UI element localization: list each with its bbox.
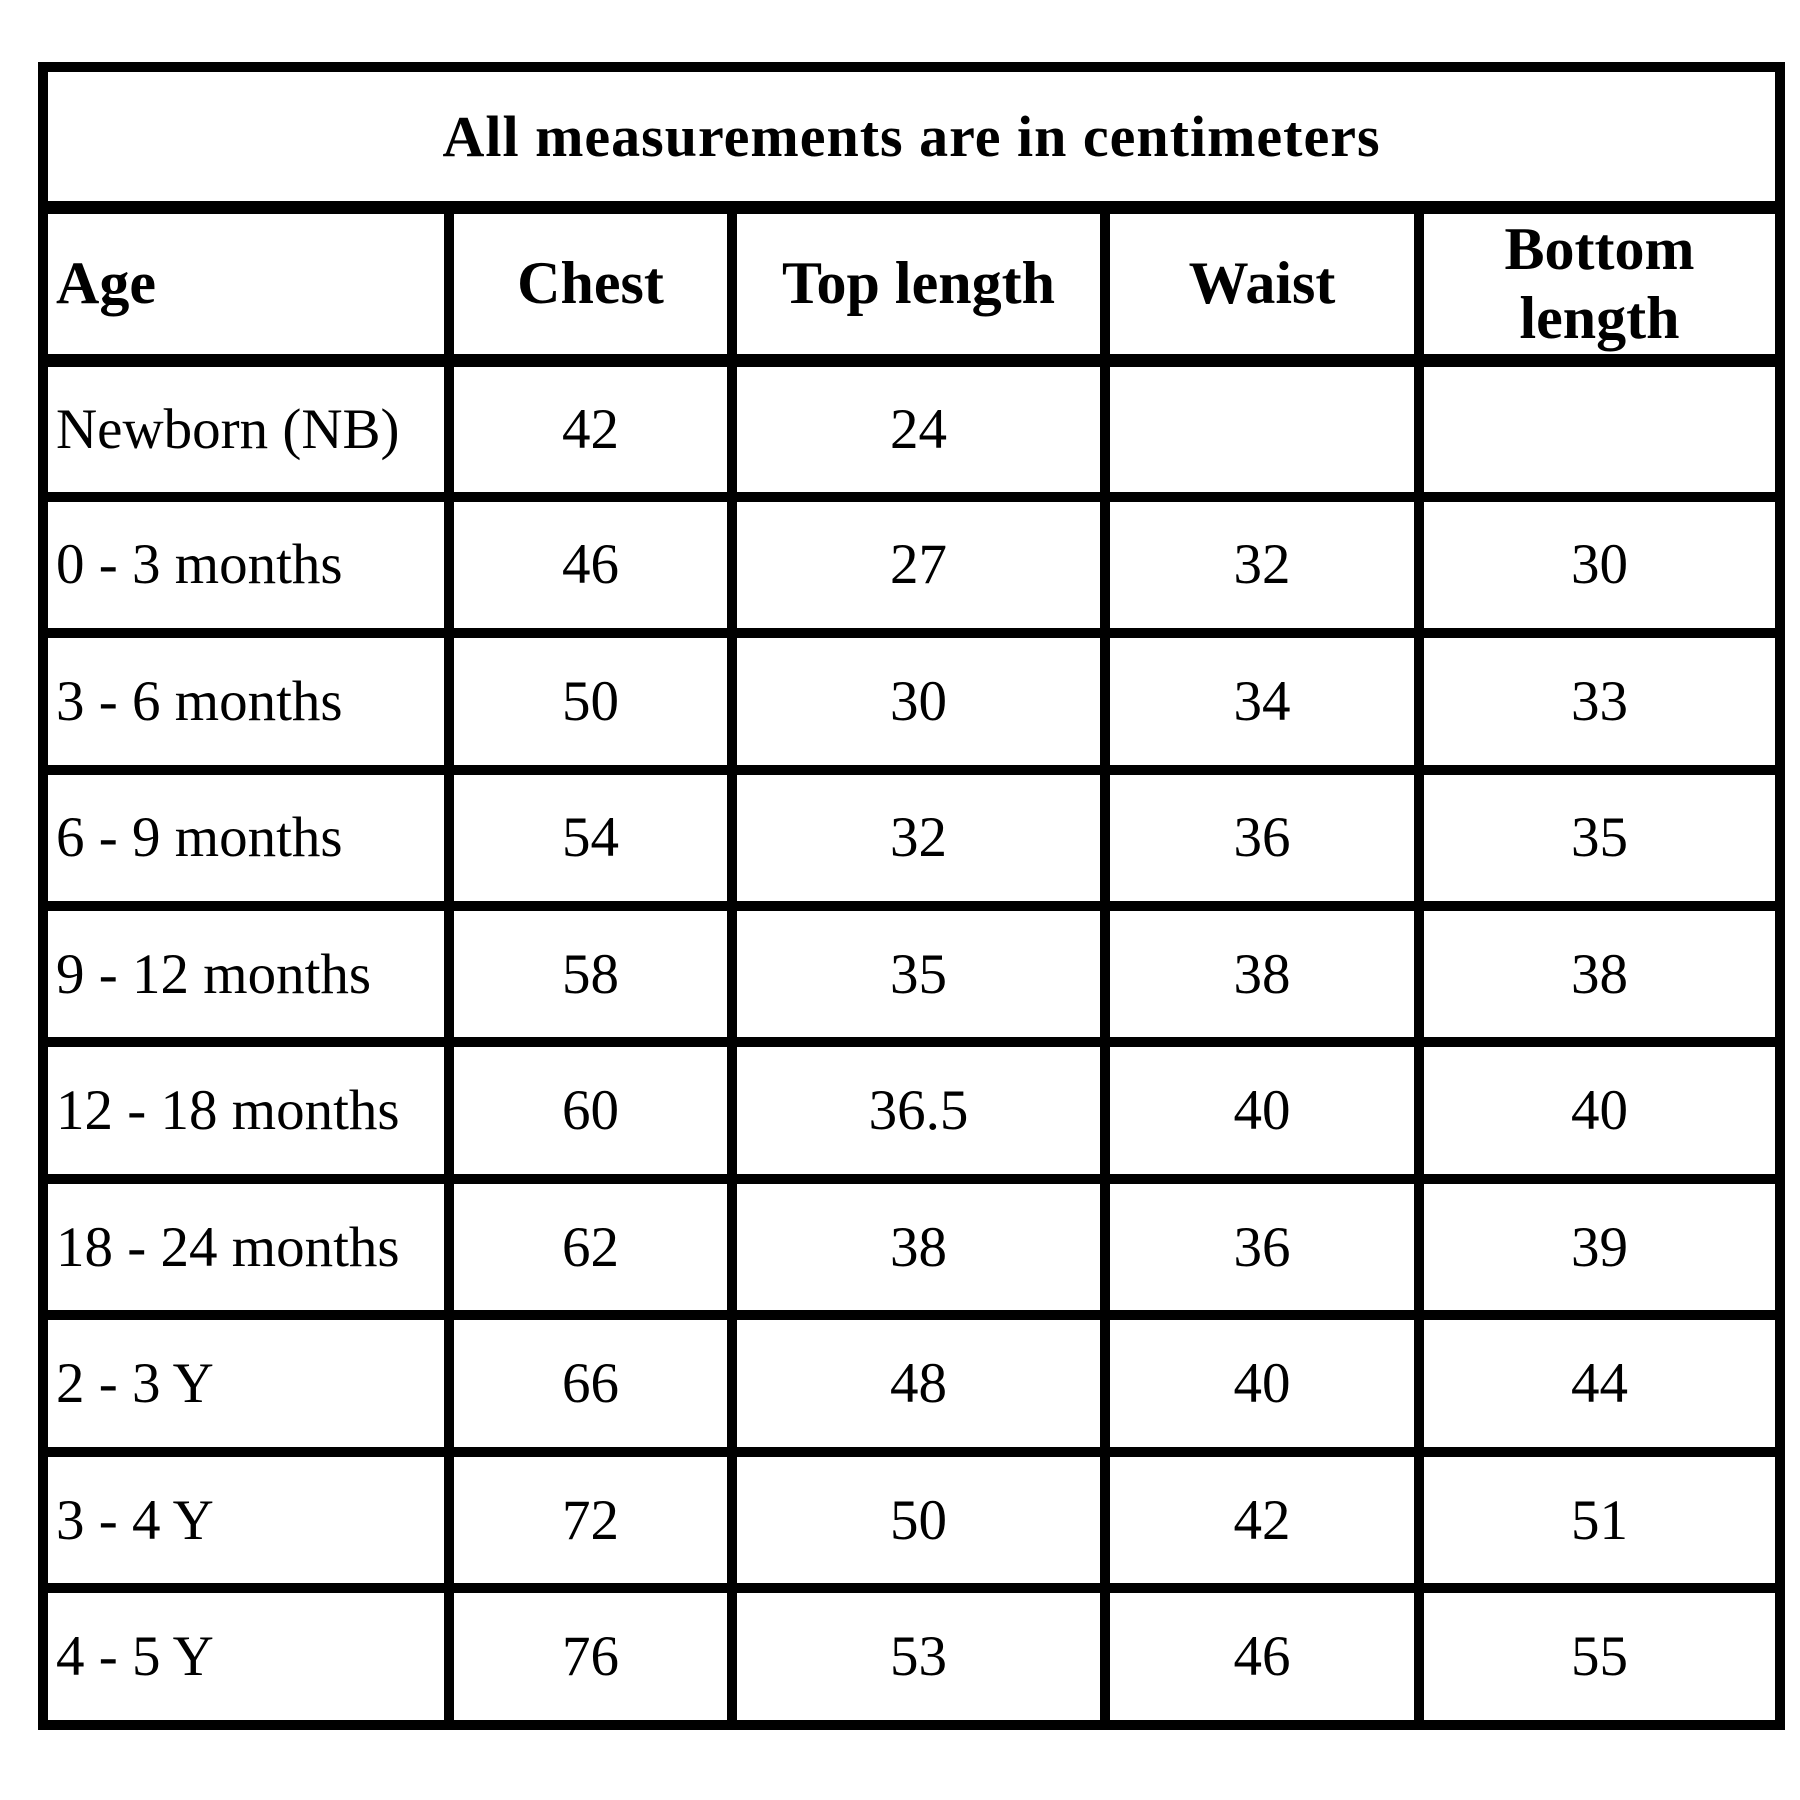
chest-cell: 46 xyxy=(444,491,737,639)
waist-cell: 40 xyxy=(1100,1037,1424,1184)
bottom-length-cell: 55 xyxy=(1413,1583,1786,1730)
age-cell: 9 - 12 months xyxy=(38,900,454,1048)
age-cell: 6 - 9 months xyxy=(38,764,454,912)
chest-cell: 76 xyxy=(444,1583,737,1730)
bottom-length-cell: 39 xyxy=(1413,1173,1786,1321)
bottom-length-cell: 33 xyxy=(1413,627,1786,775)
column-header-age: Age xyxy=(38,202,454,367)
waist-cell: 46 xyxy=(1100,1583,1424,1730)
chest-cell: 50 xyxy=(444,627,737,775)
table-row: 9 - 12 months 58 35 38 38 xyxy=(38,900,1786,1048)
column-header-top-length: Top length xyxy=(727,202,1110,367)
age-cell: 3 - 4 Y xyxy=(38,1446,454,1594)
waist-cell: 32 xyxy=(1100,491,1424,639)
chest-cell: 66 xyxy=(444,1310,737,1457)
bottom-length-cell: 44 xyxy=(1413,1310,1786,1457)
table-title: All measurements are in centimeters xyxy=(37,62,1786,214)
table-row: 0 - 3 months 46 27 32 30 xyxy=(38,491,1786,639)
bottom-length-cell: 51 xyxy=(1413,1446,1786,1594)
top-length-cell: 30 xyxy=(727,627,1110,775)
table-row: 3 - 6 months 50 30 34 33 xyxy=(38,627,1786,775)
waist-cell xyxy=(1100,355,1424,502)
table-row: 18 - 24 months 62 38 36 39 xyxy=(38,1173,1786,1321)
top-length-cell: 53 xyxy=(727,1583,1110,1730)
table-row: Newborn (NB) 42 24 xyxy=(38,355,1786,502)
waist-cell: 38 xyxy=(1100,900,1424,1048)
age-cell: 12 - 18 months xyxy=(38,1037,454,1184)
table-row: 6 - 9 months 54 32 36 35 xyxy=(38,764,1786,912)
table-row: 4 - 5 Y 76 53 46 55 xyxy=(38,1583,1786,1730)
size-chart-table: All measurements are in centimeters Age … xyxy=(37,62,1786,1730)
top-length-cell: 35 xyxy=(727,900,1110,1048)
waist-cell: 34 xyxy=(1100,627,1424,775)
column-header-bottom-length: Bottom length xyxy=(1413,202,1786,367)
table-row: 2 - 3 Y 66 48 40 44 xyxy=(38,1310,1786,1457)
bottom-length-cell: 40 xyxy=(1413,1037,1786,1184)
top-length-cell: 38 xyxy=(727,1173,1110,1321)
top-length-cell: 32 xyxy=(727,764,1110,912)
table-row: 3 - 4 Y 72 50 42 51 xyxy=(38,1446,1786,1594)
waist-cell: 42 xyxy=(1100,1446,1424,1594)
bottom-length-cell xyxy=(1413,355,1786,502)
top-length-cell: 36.5 xyxy=(727,1037,1110,1184)
age-cell: 18 - 24 months xyxy=(38,1173,454,1321)
column-header-chest: Chest xyxy=(444,202,737,367)
age-cell: 2 - 3 Y xyxy=(38,1310,454,1457)
age-cell: 3 - 6 months xyxy=(38,627,454,775)
top-length-cell: 24 xyxy=(727,355,1110,502)
table-title-row: All measurements are in centimeters xyxy=(37,62,1786,214)
chest-cell: 62 xyxy=(444,1173,737,1321)
bottom-length-cell: 38 xyxy=(1413,900,1786,1048)
chest-cell: 54 xyxy=(444,764,737,912)
waist-cell: 36 xyxy=(1100,1173,1424,1321)
waist-cell: 40 xyxy=(1100,1310,1424,1457)
chest-cell: 42 xyxy=(444,355,737,502)
bottom-length-cell: 35 xyxy=(1413,764,1786,912)
table-row: 12 - 18 months 60 36.5 40 40 xyxy=(38,1037,1786,1184)
top-length-cell: 48 xyxy=(727,1310,1110,1457)
age-cell: 0 - 3 months xyxy=(38,491,454,639)
age-cell: Newborn (NB) xyxy=(38,355,454,502)
column-header-waist: Waist xyxy=(1100,202,1424,367)
table-header-row: Age Chest Top length Waist Bottom length xyxy=(38,202,1786,367)
waist-cell: 36 xyxy=(1100,764,1424,912)
top-length-cell: 27 xyxy=(727,491,1110,639)
chest-cell: 58 xyxy=(444,900,737,1048)
chest-cell: 72 xyxy=(444,1446,737,1594)
chest-cell: 60 xyxy=(444,1037,737,1184)
age-cell: 4 - 5 Y xyxy=(38,1583,454,1730)
top-length-cell: 50 xyxy=(727,1446,1110,1594)
bottom-length-cell: 30 xyxy=(1413,491,1786,639)
